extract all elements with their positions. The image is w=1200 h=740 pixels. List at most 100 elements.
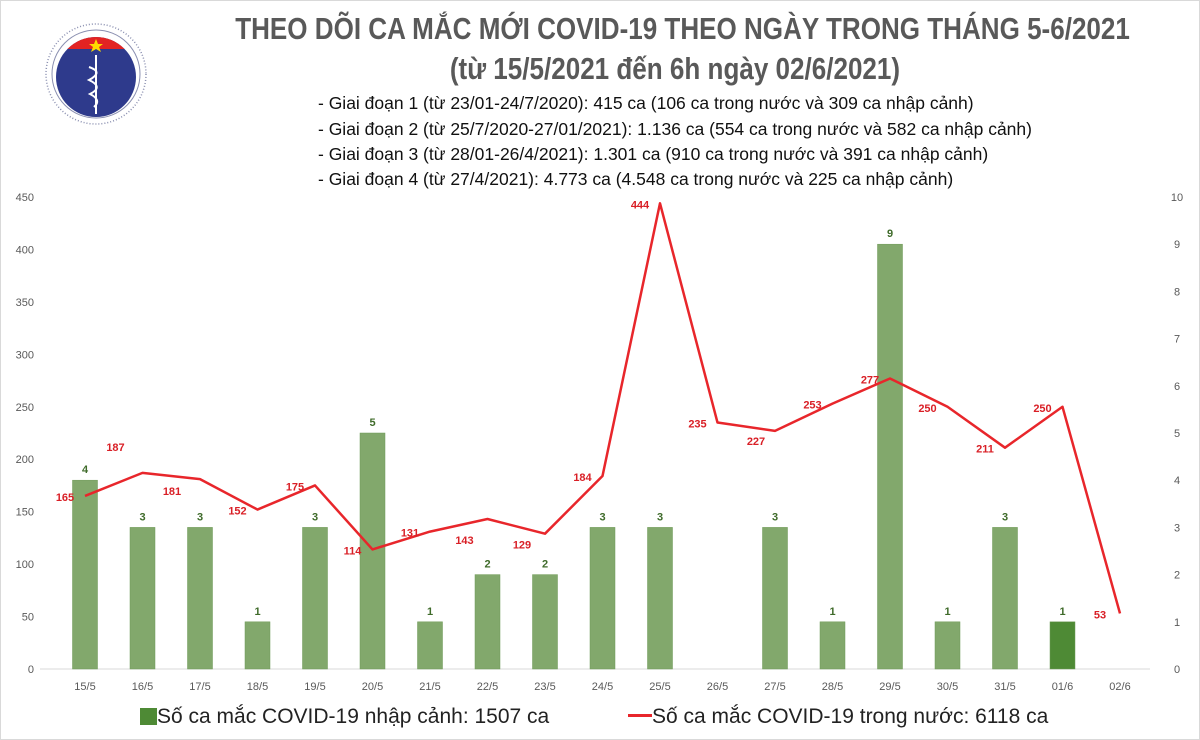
line-data-label: 175 bbox=[286, 481, 304, 493]
line-data-label: 53 bbox=[1094, 609, 1106, 621]
line-data-label: 227 bbox=[747, 436, 765, 448]
left-axis-tick: 250 bbox=[16, 402, 34, 414]
bar-data-label: 3 bbox=[139, 511, 145, 523]
domestic-line bbox=[84, 202, 1122, 614]
x-axis-tick: 22/5 bbox=[477, 681, 498, 693]
left-axis-tick: 200 bbox=[16, 454, 34, 466]
left-axis-tick: 400 bbox=[16, 244, 34, 256]
line-data-label: 131 bbox=[401, 528, 419, 540]
x-axis-tick: 28/5 bbox=[822, 681, 843, 693]
line-data-label: 143 bbox=[455, 535, 473, 547]
line-data-label: 187 bbox=[106, 442, 124, 454]
bar-data-label: 1 bbox=[829, 606, 835, 618]
x-axis-tick: 20/5 bbox=[362, 681, 383, 693]
bar-data-label: 5 bbox=[369, 417, 375, 429]
line-data-label: 250 bbox=[918, 403, 936, 415]
phase-note-3: - Giai đoạn 3 (từ 28/01-26/4/2021): 1.30… bbox=[318, 144, 989, 164]
chart-subtitle-text: (từ 15/5/2021 đến 6h ngày 02/6/2021) bbox=[449, 51, 901, 86]
bar bbox=[417, 621, 443, 670]
x-axis-tick: 29/5 bbox=[879, 681, 900, 693]
bar-data-label: 2 bbox=[484, 559, 490, 571]
x-axis-tick: 30/5 bbox=[937, 681, 958, 693]
line-data-label: 181 bbox=[163, 486, 181, 498]
right-axis-tick: 0 bbox=[1174, 664, 1180, 676]
bar-data-label: 9 bbox=[887, 228, 893, 240]
bar-data-label: 2 bbox=[542, 559, 548, 571]
bar bbox=[762, 527, 788, 670]
bar bbox=[934, 621, 961, 670]
bar-data-label: 3 bbox=[599, 511, 605, 523]
bar-data-label: 3 bbox=[197, 511, 203, 523]
left-axis-tick: 150 bbox=[16, 507, 34, 519]
x-axis-tick: 27/5 bbox=[764, 681, 785, 693]
right-axis-tick: 3 bbox=[1174, 522, 1180, 534]
legend-imported: Số ca mắc COVID-19 nhập cảnh: 1507 ca bbox=[140, 705, 549, 729]
right-axis-tick: 6 bbox=[1174, 381, 1180, 393]
x-axis-tick: 31/5 bbox=[994, 681, 1015, 693]
x-axis-tick: 21/5 bbox=[419, 681, 440, 693]
right-axis-tick: 1 bbox=[1174, 617, 1180, 629]
line-data-label: 444 bbox=[631, 199, 650, 211]
right-axis-tick: 8 bbox=[1174, 286, 1180, 298]
right-axis-tick: 2 bbox=[1174, 570, 1180, 582]
bar bbox=[532, 574, 558, 670]
right-axis-tick: 4 bbox=[1174, 475, 1180, 487]
right-axis-tick: 10 bbox=[1171, 192, 1183, 204]
left-axis-tick: 100 bbox=[16, 559, 34, 571]
combo-chart: 0501001502002503003504004500123456789101… bbox=[16, 192, 1183, 693]
bar-data-label: 4 bbox=[82, 464, 89, 476]
x-axis-tick: 26/5 bbox=[707, 681, 728, 693]
bar bbox=[244, 621, 271, 670]
bar bbox=[129, 527, 156, 670]
bar-data-label: 3 bbox=[772, 511, 778, 523]
x-axis-tick: 19/5 bbox=[304, 681, 325, 693]
x-axis-tick: 24/5 bbox=[592, 681, 613, 693]
bar bbox=[359, 432, 386, 670]
line-data-label: 235 bbox=[688, 419, 706, 431]
left-axis-tick: 50 bbox=[22, 612, 34, 624]
bar bbox=[474, 574, 501, 670]
bar-data-label: 1 bbox=[1059, 606, 1065, 618]
right-axis-tick: 9 bbox=[1174, 239, 1180, 251]
phase-note-4: - Giai đoạn 4 (từ 27/4/2021): 4.773 ca (… bbox=[318, 169, 954, 189]
line-data-label: 152 bbox=[228, 506, 246, 518]
x-axis-tick: 16/5 bbox=[132, 681, 153, 693]
legend-imported-label: Số ca mắc COVID-19 nhập cảnh: 1507 ca bbox=[157, 705, 550, 728]
bar bbox=[589, 527, 616, 670]
chart-title-text: THEO DÕI CA MẮC MỚI COVID-19 THEO NGÀY T… bbox=[235, 11, 1130, 46]
line-data-label: 253 bbox=[803, 400, 821, 412]
bar bbox=[187, 527, 213, 670]
left-axis-tick: 0 bbox=[28, 664, 34, 676]
legend-domestic: Số ca mắc COVID-19 trong nước: 6118 ca bbox=[628, 705, 1048, 729]
bar-data-label: 3 bbox=[657, 511, 663, 523]
chart-title: THEO DÕI CA MẮC MỚI COVID-19 THEO NGÀY T… bbox=[150, 10, 1200, 48]
bar bbox=[647, 527, 673, 670]
bar bbox=[877, 243, 903, 670]
phase-note-1: - Giai đoạn 1 (từ 23/01-24/7/2020): 415 … bbox=[318, 93, 974, 113]
bar bbox=[72, 479, 98, 670]
line-data-label: 184 bbox=[573, 472, 592, 484]
bar-data-label: 1 bbox=[254, 606, 260, 618]
line-data-label: 277 bbox=[861, 374, 879, 386]
legend-domestic-label: Số ca mắc COVID-19 trong nước: 6118 ca bbox=[652, 705, 1049, 728]
bar bbox=[302, 527, 328, 670]
ministry-of-health-logo bbox=[44, 22, 149, 132]
x-axis-tick: 18/5 bbox=[247, 681, 268, 693]
legend-line-swatch bbox=[628, 714, 652, 717]
bar-data-label: 3 bbox=[1002, 511, 1008, 523]
x-axis-tick: 02/6 bbox=[1109, 681, 1130, 693]
phase-note-2: - Giai đoạn 2 (từ 25/7/2020-27/01/2021):… bbox=[318, 119, 1032, 139]
left-axis-tick: 450 bbox=[16, 192, 34, 204]
line-data-label: 211 bbox=[976, 444, 994, 456]
right-axis-tick: 5 bbox=[1174, 428, 1180, 440]
line-data-label: 129 bbox=[513, 540, 531, 552]
right-axis-tick: 7 bbox=[1174, 334, 1180, 346]
bar bbox=[819, 621, 846, 670]
x-axis-tick: 15/5 bbox=[74, 681, 95, 693]
line-data-label: 114 bbox=[344, 545, 363, 557]
x-axis-tick: 17/5 bbox=[189, 681, 210, 693]
line-data-label: 250 bbox=[1033, 403, 1051, 415]
bar-data-label: 3 bbox=[312, 511, 318, 523]
left-axis-tick: 300 bbox=[16, 349, 34, 361]
bar-data-label: 1 bbox=[944, 606, 950, 618]
